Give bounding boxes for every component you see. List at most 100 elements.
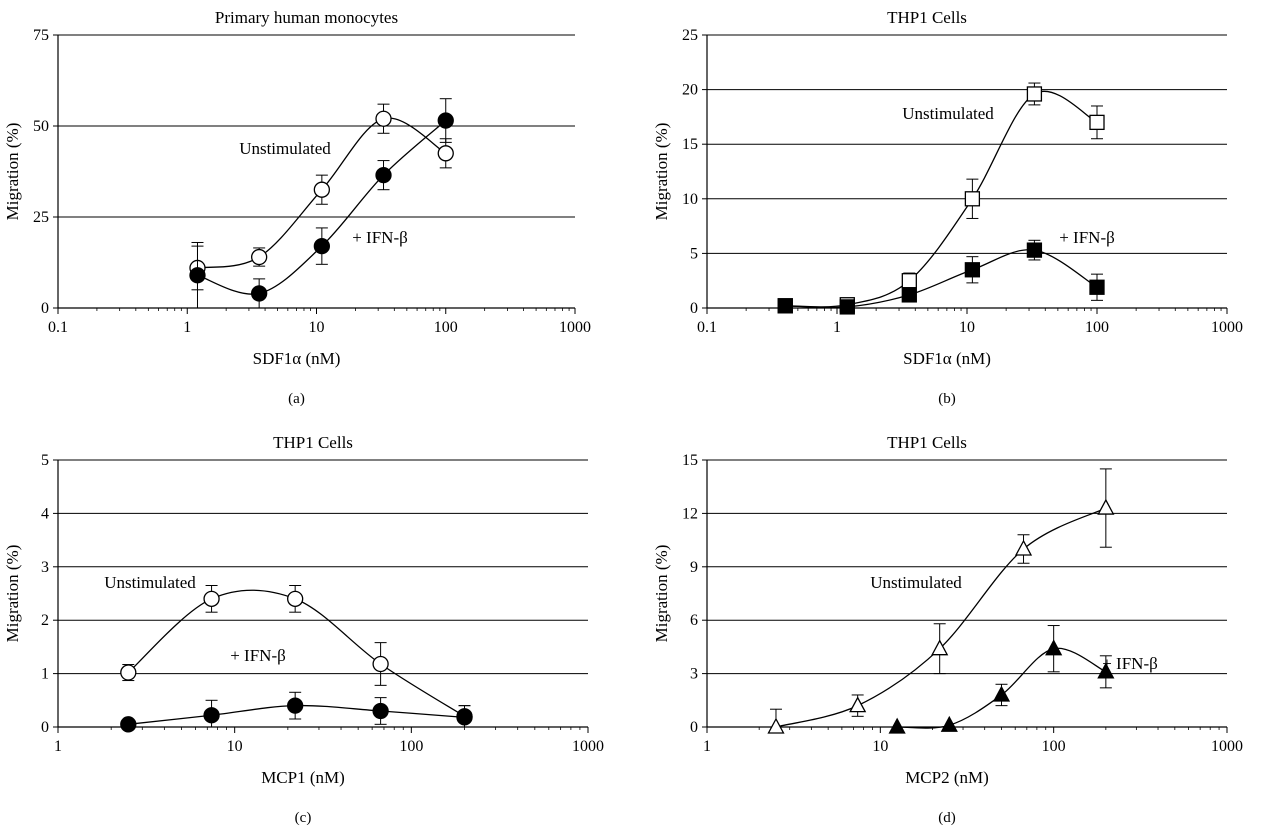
y-tick-label: 3	[41, 559, 49, 576]
data-point	[372, 655, 389, 673]
y-axis-label: Migration (%)	[652, 123, 671, 221]
x-tick-label: 1	[703, 738, 711, 755]
y-axis-label: Migration (%)	[652, 545, 671, 643]
chart-title: THP1 Cells	[887, 8, 967, 27]
y-tick-label: 25	[33, 209, 49, 226]
data-point	[203, 707, 220, 724]
chart-title: Primary human monocytes	[215, 8, 398, 27]
x-tick-label: 100	[1042, 738, 1066, 755]
data-point	[849, 696, 867, 713]
y-tick-label: 25	[682, 27, 698, 44]
data-point	[313, 237, 331, 255]
data-point	[964, 262, 981, 278]
x-tick-label: 10	[872, 738, 888, 755]
x-axis-label: SDF1α (nM)	[253, 349, 341, 368]
data-point	[964, 191, 981, 207]
x-tick-label: 10	[959, 319, 975, 336]
chart-panel-2: 0 5 10 15 20 25 0.1 1 10 100 1000 THP1 Cells SDF1α (…	[652, 8, 1243, 407]
data-point	[1026, 242, 1043, 258]
annotation: Unstimulated	[870, 573, 962, 592]
y-tick-label: 15	[682, 452, 698, 469]
y-tick-label: 0	[41, 719, 49, 736]
data-point	[931, 639, 949, 656]
x-tick-label: 1	[183, 319, 191, 336]
y-tick-label: 6	[690, 612, 698, 629]
data-point	[456, 709, 473, 726]
chart-title: THP1 Cells	[887, 433, 967, 452]
annotation: + IFN-β	[352, 228, 408, 247]
data-point	[839, 299, 855, 315]
data-point	[777, 298, 793, 314]
chart-panel-4: 0 3 6 9 12 15 1 10 100 1000 THP1 Cells MCP2 (nM) Mig…	[652, 433, 1243, 826]
x-axis-label: SDF1α (nM)	[903, 349, 991, 368]
annotation: Unstimulated	[239, 139, 331, 158]
x-tick-label: 1	[833, 319, 841, 336]
x-tick-label: 0.1	[48, 319, 68, 336]
y-tick-label: 1	[41, 666, 49, 683]
data-point	[1089, 279, 1105, 295]
annotation: Unstimulated	[104, 573, 196, 592]
y-tick-label: 5	[41, 452, 49, 469]
x-tick-label: 100	[434, 319, 458, 336]
chart-panel-1: 0 25 50 75 0.1 1 10 100 1000 Primary human monocy…	[3, 8, 591, 407]
y-tick-label: 0	[41, 300, 49, 317]
x-axis-label: MCP2 (nM)	[905, 768, 989, 787]
y-tick-label: 3	[690, 666, 698, 683]
data-point	[120, 716, 137, 733]
data-point	[1045, 639, 1063, 656]
data-point	[1089, 114, 1105, 131]
panel-label: (b)	[938, 391, 956, 407]
y-tick-label: 0	[690, 719, 698, 736]
data-point	[1097, 662, 1115, 679]
data-point	[901, 273, 917, 289]
annotation: + IFN-β	[1059, 228, 1115, 247]
data-point	[437, 112, 454, 129]
x-tick-label: 1000	[572, 738, 604, 755]
chart-title: THP1 Cells	[273, 433, 353, 452]
y-axis-label: Migration (%)	[3, 123, 22, 221]
x-tick-label: 1000	[1211, 319, 1243, 336]
y-tick-label: 75	[33, 27, 49, 44]
data-point	[287, 697, 304, 714]
data-point	[992, 685, 1011, 702]
data-point	[313, 181, 331, 198]
data-point	[203, 590, 220, 607]
y-tick-label: 20	[682, 82, 698, 99]
data-point	[251, 248, 268, 266]
data-point	[767, 717, 785, 734]
data-point	[287, 590, 304, 607]
annotation: Unstimulated	[902, 104, 994, 123]
data-point	[1026, 86, 1043, 102]
x-axis-label: MCP1 (nM)	[261, 768, 345, 787]
data-point	[375, 110, 392, 127]
data-point	[901, 287, 917, 303]
data-point	[251, 285, 268, 302]
data-point	[1097, 498, 1115, 515]
x-tick-label: 0.1	[697, 319, 717, 336]
x-tick-label: 100	[1085, 319, 1109, 336]
panel-label: (c)	[295, 810, 312, 826]
x-tick-label: 1000	[1211, 738, 1243, 755]
y-axis-label: Migration (%)	[3, 545, 22, 643]
data-point	[189, 267, 206, 284]
series-line	[785, 249, 1098, 309]
x-tick-label: 1	[54, 738, 62, 755]
y-tick-label: 12	[682, 505, 698, 522]
x-tick-label: 1000	[559, 319, 591, 336]
y-tick-label: 2	[41, 612, 49, 629]
y-tick-label: 0	[690, 300, 698, 317]
x-tick-label: 10	[227, 738, 243, 755]
y-tick-label: 10	[682, 191, 698, 208]
y-tick-label: 9	[690, 559, 698, 576]
data-point	[888, 717, 906, 734]
data-point	[120, 664, 137, 681]
x-tick-label: 10	[309, 319, 325, 336]
y-tick-label: 50	[33, 118, 49, 135]
data-point	[437, 145, 454, 162]
y-tick-label: 5	[690, 245, 698, 262]
y-tick-label: 15	[682, 136, 698, 153]
data-point	[940, 715, 958, 732]
annotation: + IFN-β	[1102, 654, 1158, 673]
